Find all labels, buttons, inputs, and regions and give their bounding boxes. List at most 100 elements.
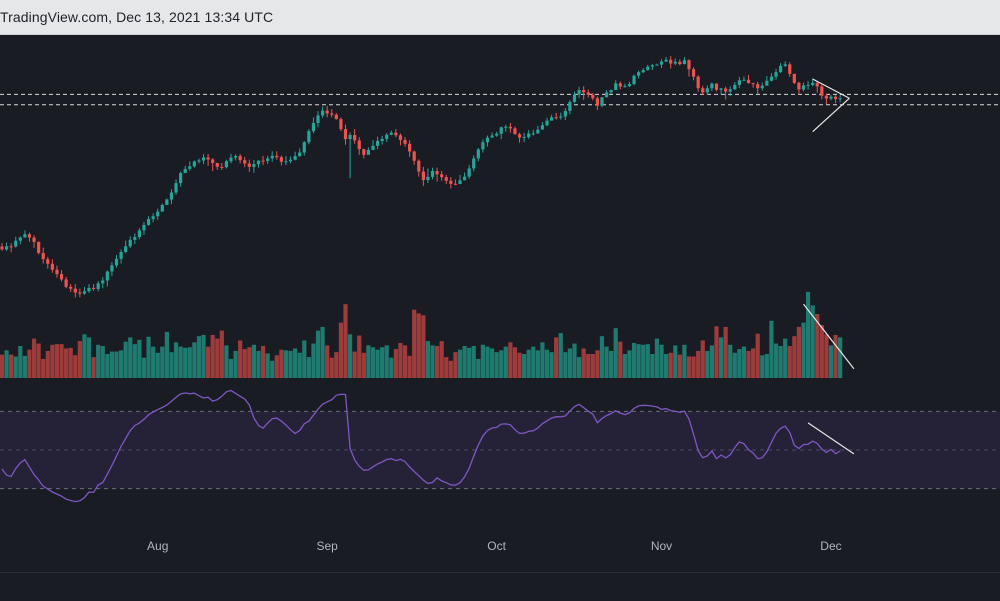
volume-bar bbox=[512, 347, 518, 378]
candle-body bbox=[206, 157, 210, 160]
candle-body bbox=[545, 120, 549, 126]
candlestick-chart[interactable]: Aug Sep Oct Nov Dec bbox=[0, 34, 1000, 572]
volume-bar bbox=[384, 345, 389, 378]
candle-body bbox=[311, 122, 316, 132]
rsi-trendline bbox=[807, 422, 855, 455]
volume-bar bbox=[96, 344, 101, 378]
volume-bar bbox=[100, 346, 105, 378]
candle-body bbox=[774, 72, 778, 77]
volume-bar bbox=[613, 328, 618, 378]
candle-body bbox=[96, 283, 100, 289]
candle-body bbox=[691, 69, 696, 77]
candle-body bbox=[243, 160, 247, 164]
volume-bar bbox=[755, 333, 760, 378]
volume-bar bbox=[210, 334, 215, 378]
candle-body bbox=[637, 72, 641, 76]
candle-body bbox=[37, 241, 41, 253]
volume-bar bbox=[709, 345, 714, 378]
volume-bar bbox=[787, 346, 792, 378]
candle-body bbox=[806, 84, 810, 86]
volume-bar bbox=[783, 338, 788, 378]
candle-body bbox=[820, 86, 824, 96]
candle-body bbox=[124, 246, 128, 252]
candle-body bbox=[678, 61, 682, 65]
candle-body bbox=[92, 287, 96, 289]
volume-bar bbox=[805, 291, 811, 378]
candle-body bbox=[73, 288, 77, 293]
volume-bar bbox=[91, 357, 96, 378]
candle-body bbox=[472, 158, 476, 169]
volume-bar bbox=[141, 357, 147, 378]
volume-bar bbox=[677, 354, 682, 378]
volume-bar bbox=[558, 333, 563, 378]
volume-bar bbox=[819, 325, 824, 378]
volume-bar bbox=[86, 337, 92, 378]
candle-body bbox=[614, 83, 618, 91]
candle-body bbox=[183, 168, 187, 174]
volume-bar bbox=[228, 358, 234, 378]
volume-bar bbox=[325, 345, 330, 378]
volume-bar bbox=[792, 336, 797, 378]
candle-body bbox=[618, 83, 622, 87]
trendlines bbox=[803, 78, 855, 455]
candle-body bbox=[179, 173, 183, 184]
volume-bar bbox=[288, 350, 293, 378]
rsi-band bbox=[0, 410, 1000, 490]
candle-body bbox=[403, 139, 407, 144]
candle-body bbox=[673, 61, 677, 64]
candle-body bbox=[426, 176, 430, 180]
volume-bar bbox=[375, 349, 380, 378]
candle-body bbox=[550, 117, 554, 121]
candle-body bbox=[160, 204, 164, 212]
candle-body bbox=[797, 82, 801, 90]
volume-bar bbox=[590, 354, 595, 378]
candle-body bbox=[87, 287, 91, 292]
candle-body bbox=[261, 160, 265, 162]
volume-bar bbox=[260, 346, 266, 378]
volume-bar bbox=[718, 337, 724, 378]
candle-body bbox=[559, 116, 563, 118]
volume-bar bbox=[164, 331, 169, 378]
candle-body bbox=[801, 85, 806, 90]
candle-body bbox=[18, 237, 22, 241]
volume-bar bbox=[347, 334, 353, 378]
volume-bar bbox=[499, 350, 504, 378]
candle-body bbox=[760, 85, 764, 89]
volume-bar bbox=[352, 351, 357, 378]
candle-body bbox=[490, 135, 494, 138]
volume-bar bbox=[828, 345, 834, 378]
candle-body bbox=[385, 134, 389, 139]
volume-bar bbox=[31, 338, 37, 378]
volume-bar bbox=[773, 343, 779, 378]
candle-body bbox=[792, 73, 796, 83]
volume-bar bbox=[242, 349, 247, 378]
candle-body bbox=[467, 168, 471, 177]
volume-bar bbox=[764, 354, 769, 378]
candle-body bbox=[458, 180, 462, 185]
candle-body bbox=[69, 286, 73, 289]
volume-bar bbox=[457, 349, 463, 378]
candle-body bbox=[609, 90, 613, 93]
volume-bar bbox=[641, 344, 646, 378]
candle-body bbox=[215, 163, 219, 167]
volume-bar bbox=[705, 350, 710, 378]
volume-bar bbox=[732, 352, 737, 378]
volume-bar bbox=[114, 351, 119, 378]
volume-bar bbox=[329, 357, 334, 378]
candle-body bbox=[719, 88, 723, 90]
candle-body bbox=[238, 156, 242, 161]
x-tick-label: Nov bbox=[651, 539, 672, 553]
volume-bar bbox=[68, 347, 73, 378]
candle-body bbox=[394, 132, 398, 136]
candle-body bbox=[737, 80, 741, 85]
volume-bar bbox=[737, 349, 742, 378]
candle-body bbox=[50, 263, 54, 270]
candle-body bbox=[476, 149, 480, 159]
candle-body bbox=[266, 158, 270, 161]
candle-body bbox=[46, 259, 50, 264]
candle-body bbox=[41, 252, 45, 260]
volume-bar bbox=[746, 350, 751, 378]
candle-body bbox=[302, 142, 306, 153]
candle-body bbox=[646, 66, 650, 70]
candle-body bbox=[531, 133, 535, 135]
